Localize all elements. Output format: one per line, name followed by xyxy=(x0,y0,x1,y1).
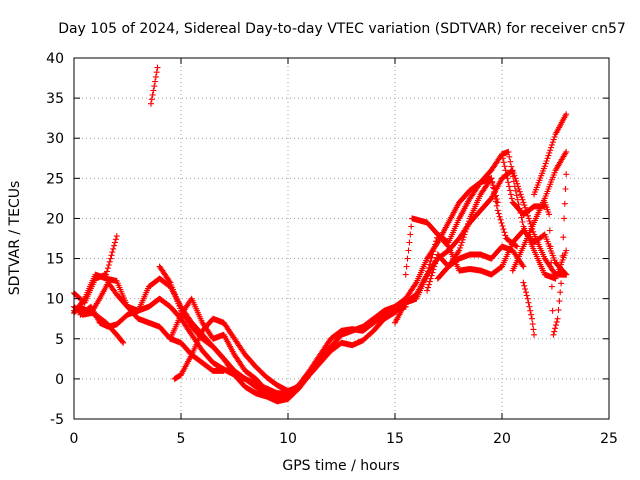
y-tick-label: 35 xyxy=(46,91,64,107)
plus-markers xyxy=(531,111,570,198)
y-tick-label: -5 xyxy=(50,412,64,428)
axis-ticks xyxy=(73,57,610,420)
x-tick-label: 25 xyxy=(600,431,618,447)
x-axis-label: GPS time / hours xyxy=(282,458,399,474)
x-tick-label: 5 xyxy=(177,431,186,447)
plot-frame xyxy=(73,57,610,420)
plus-markers xyxy=(434,243,527,282)
plus-markers xyxy=(381,291,420,322)
y-tick-label: 0 xyxy=(55,372,64,388)
y-tick-label: 25 xyxy=(46,171,64,187)
chart-title: Day 105 of 2024, Sidereal Day-to-day VTE… xyxy=(58,21,626,37)
y-axis-tick-labels: -5 0 5 10 15 20 25 30 35 40 xyxy=(46,51,64,428)
x-tick-label: 0 xyxy=(70,431,79,447)
data-series-track-5 xyxy=(77,275,302,403)
data-series-track-1 xyxy=(148,64,161,107)
y-tick-label: 30 xyxy=(46,131,64,147)
plus-markers xyxy=(71,233,120,306)
plus-markers xyxy=(77,275,302,403)
data-series-track-9 xyxy=(167,295,291,401)
data-series-track-19 xyxy=(381,291,420,322)
x-axis-tick-labels: 0 5 10 15 20 25 xyxy=(70,431,618,447)
plus-markers xyxy=(148,64,161,107)
data-series-track-2 xyxy=(71,233,120,306)
plus-markers xyxy=(167,295,291,401)
y-tick-label: 20 xyxy=(46,211,64,227)
y-tick-label: 40 xyxy=(46,51,64,67)
data-series-track-18 xyxy=(509,148,570,274)
data-series-track-13 xyxy=(434,243,527,282)
plus-markers xyxy=(520,279,538,338)
y-tick-label: 10 xyxy=(46,292,64,308)
y-tick-label: 5 xyxy=(55,332,64,348)
data-series-track-15 xyxy=(520,279,538,338)
x-tick-label: 20 xyxy=(493,431,511,447)
data-series-track-17 xyxy=(531,111,570,198)
grid-lines xyxy=(74,58,609,419)
x-tick-label: 10 xyxy=(279,431,297,447)
data-points xyxy=(71,64,570,405)
y-tick-label: 15 xyxy=(46,252,64,268)
plus-markers xyxy=(509,148,570,274)
x-tick-label: 15 xyxy=(386,431,404,447)
y-axis-label: SDTVAR / TECUs xyxy=(7,181,23,296)
